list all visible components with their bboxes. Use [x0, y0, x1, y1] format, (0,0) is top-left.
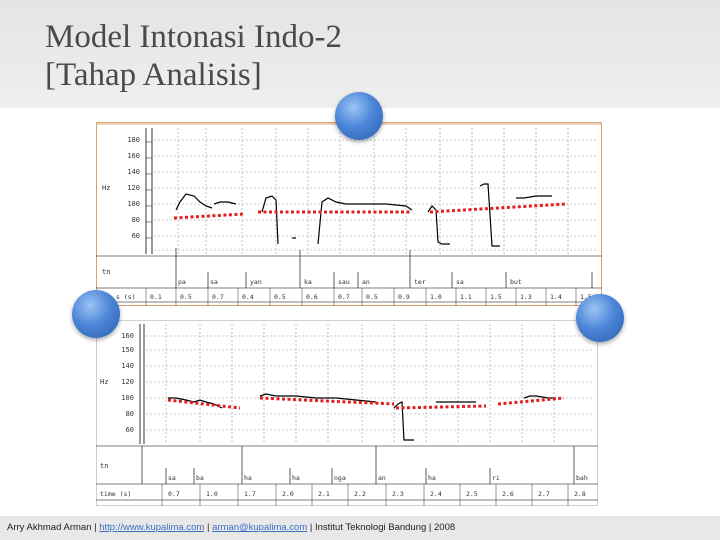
pitch-plot-top: 180 160 140 120 100 80 60 Hz [96, 122, 602, 306]
syllable-top-0: pa [178, 278, 186, 286]
time-label-bottom: time (s) [100, 490, 131, 498]
time-bottom-4: 2.1 [318, 490, 330, 498]
time-top-1: 0.5 [180, 293, 192, 301]
time-bottom-0: 0.7 [168, 490, 180, 498]
y-tick-top-2: 140 [127, 168, 140, 176]
y-tick-bottom-3: 120 [121, 378, 134, 386]
syllable-bottom-1: ba [196, 474, 204, 482]
time-top-8: 0.9 [398, 293, 410, 301]
y-tick-top-0: 180 [127, 136, 140, 144]
time-top-7: 0.5 [366, 293, 378, 301]
syllable-bottom-2: ha [244, 474, 252, 482]
y-tick-top-4: 100 [127, 200, 140, 208]
syllable-top-3: ka [304, 278, 312, 286]
slide-title-line1: Model Intonasi Indo-2 [45, 19, 342, 55]
syllable-bottom-7: ri [492, 474, 500, 482]
syllable-top-6: ter [414, 278, 426, 286]
pitch-contour-bottom [168, 393, 556, 441]
syllable-bottom-4: nga [334, 474, 346, 482]
syllable-bottom-5: an [378, 474, 386, 482]
syllable-bottom-0: sa [168, 474, 176, 482]
pitch-panel-top: 180 160 140 120 100 80 60 Hz [96, 122, 602, 306]
time-bottom-9: 2.6 [502, 490, 514, 498]
selection-handle-left[interactable] [72, 290, 120, 338]
time-bottom-7: 2.4 [430, 490, 442, 498]
syllable-bottom-8: bah [576, 474, 588, 482]
time-bottom-8: 2.5 [466, 490, 478, 498]
time-label-top: s (s) [116, 293, 136, 301]
time-top-13: 1.4 [550, 293, 562, 301]
time-top-4: 0.5 [274, 293, 286, 301]
y-tick-bottom-2: 140 [121, 362, 134, 370]
title-band [0, 0, 720, 108]
y-tick-top-6: 60 [132, 232, 140, 240]
time-bottom-6: 2.3 [392, 490, 404, 498]
time-bottom-10: 2.7 [538, 490, 550, 498]
tier-label-top: tn [102, 268, 110, 276]
footer-institution: | Institut Teknologi Bandung | 2008 [309, 522, 456, 533]
time-top-3: 0.4 [242, 293, 254, 301]
y-tick-top-5: 80 [132, 216, 140, 224]
syllable-top-4: sau [338, 278, 350, 286]
syllable-bottom-3: ha [292, 474, 300, 482]
syllable-top-7: sa [456, 278, 464, 286]
pitch-plot-bottom: 160 150 140 120 100 80 60 Hz tn [96, 320, 598, 506]
time-top-5: 0.6 [306, 293, 318, 301]
time-top-12: 1.3 [520, 293, 532, 301]
unit-hz-top: Hz [102, 184, 110, 192]
time-top-9: 1.0 [430, 293, 442, 301]
selection-handle-right[interactable] [576, 294, 624, 342]
slide-title-line2: [Tahap Analisis] [45, 57, 262, 93]
time-bottom-1: 1.0 [206, 490, 218, 498]
time-top-10: 1.1 [460, 293, 472, 301]
y-tick-bottom-5: 80 [126, 410, 134, 418]
time-bottom-5: 2.2 [354, 490, 366, 498]
y-tick-bottom-0: 160 [121, 332, 134, 340]
footer-author: Arry Akhmad Arman | [7, 522, 97, 533]
syllable-top-5: an [362, 278, 370, 286]
pitch-panel-bottom: 160 150 140 120 100 80 60 Hz tn [96, 320, 598, 506]
y-tick-bottom-1: 150 [121, 346, 134, 354]
footer-email-link[interactable]: arman@kupalima.com [212, 522, 308, 533]
syllable-top-8: but [510, 278, 522, 286]
syllable-top-1: sa [210, 278, 218, 286]
footer-website-link[interactable]: http://www.kupalima.com [99, 522, 205, 533]
time-bottom-2: 1.7 [244, 490, 256, 498]
trend-line-top [173, 202, 567, 220]
time-top-6: 0.7 [338, 293, 350, 301]
footer-bar: Arry Akhmad Arman | http://www.kupalima.… [0, 516, 720, 540]
unit-hz-bottom: Hz [100, 378, 108, 386]
y-tick-top-1: 160 [127, 152, 140, 160]
syllable-bottom-6: ha [428, 474, 436, 482]
y-tick-bottom-6: 60 [126, 426, 134, 434]
time-top-0: 0.1 [150, 293, 162, 301]
trend-line-bottom [167, 396, 565, 410]
slide-title: Model Intonasi Indo-2 [Tahap Analisis] [45, 18, 342, 94]
y-tick-top-3: 120 [127, 184, 140, 192]
selection-handle-top[interactable] [335, 92, 383, 140]
syllable-top-2: yan [250, 278, 262, 286]
time-bottom-3: 2.0 [282, 490, 294, 498]
y-tick-bottom-4: 100 [121, 394, 134, 402]
time-top-2: 0.7 [212, 293, 224, 301]
footer-separator: | [206, 522, 210, 533]
time-top-11: 1.5 [490, 293, 502, 301]
tier-label-bottom: tn [100, 462, 108, 470]
time-bottom-11: 2.8 [574, 490, 586, 498]
pitch-contour-top [175, 183, 552, 247]
